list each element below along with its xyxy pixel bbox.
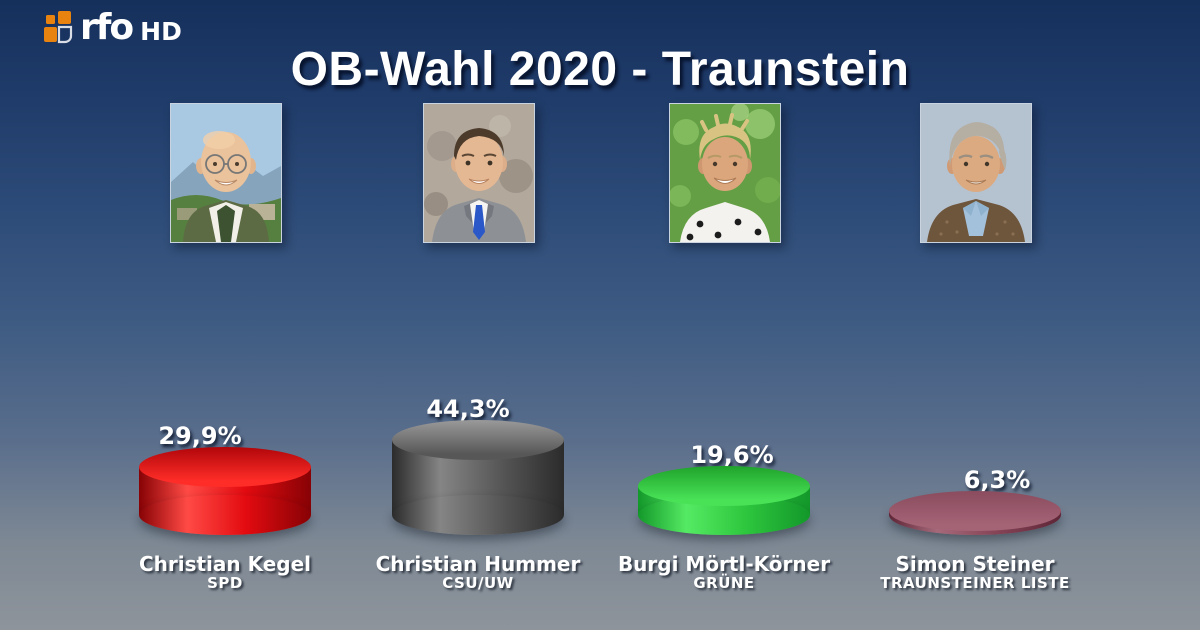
bar-cylinder bbox=[889, 490, 1061, 535]
bar-cylinder bbox=[392, 420, 564, 535]
bar-cylinder bbox=[139, 447, 311, 535]
candidate-photo bbox=[423, 103, 535, 243]
bar-top-ellipse bbox=[139, 447, 311, 488]
candidate-photo bbox=[920, 103, 1032, 243]
rfo-grid-icon bbox=[44, 11, 73, 44]
portrait-hummer bbox=[424, 104, 534, 242]
candidate-name: Burgi Mörtl-Körner bbox=[617, 552, 831, 576]
candidate-party: SPD bbox=[207, 574, 243, 592]
page-title: OB-Wahl 2020 - Traunstein bbox=[290, 43, 910, 96]
rfo-logo: rfo HD bbox=[42, 7, 182, 49]
bar-bottom-ellipse bbox=[392, 495, 564, 535]
portrait-moertl-koerner bbox=[670, 104, 780, 242]
candidate-photo bbox=[669, 103, 781, 243]
candidate-party: TRAUNSTEINER LISTE bbox=[880, 574, 1070, 592]
candidate-column: 44,3% Christian Hummer CSU/UW bbox=[368, 0, 588, 630]
portrait-steiner bbox=[921, 104, 1031, 242]
bar-bottom-ellipse bbox=[139, 495, 311, 535]
bar-top-ellipse bbox=[889, 490, 1061, 531]
bar-cylinder bbox=[638, 466, 810, 535]
candidate-name: Simon Steiner bbox=[895, 552, 1055, 576]
candidate-party: CSU/UW bbox=[442, 574, 514, 592]
logo-hd-text: HD bbox=[140, 17, 182, 46]
candidate-column: 19,6% Burgi Mörtl-Körner GRÜNE bbox=[614, 0, 834, 630]
logo-rfo-text: rfo bbox=[80, 7, 134, 49]
bar-top-ellipse bbox=[392, 420, 564, 461]
value-label: 44,3% bbox=[426, 395, 510, 424]
candidate-party: GRÜNE bbox=[693, 574, 755, 592]
value-label: 19,6% bbox=[690, 441, 774, 470]
candidate-name: Christian Kegel bbox=[138, 552, 312, 576]
value-label: 6,3% bbox=[963, 465, 1031, 494]
candidate-column: 6,3% Simon Steiner TRAUNSTEINER LISTE bbox=[865, 0, 1085, 630]
portrait-kegel bbox=[171, 104, 281, 242]
candidate-name: Christian Hummer bbox=[375, 552, 581, 576]
bar-top-ellipse bbox=[638, 466, 810, 507]
candidate-column: 29,9% Christian Kegel SPD bbox=[115, 0, 335, 630]
candidate-photo bbox=[170, 103, 282, 243]
value-label: 29,9% bbox=[158, 422, 242, 451]
